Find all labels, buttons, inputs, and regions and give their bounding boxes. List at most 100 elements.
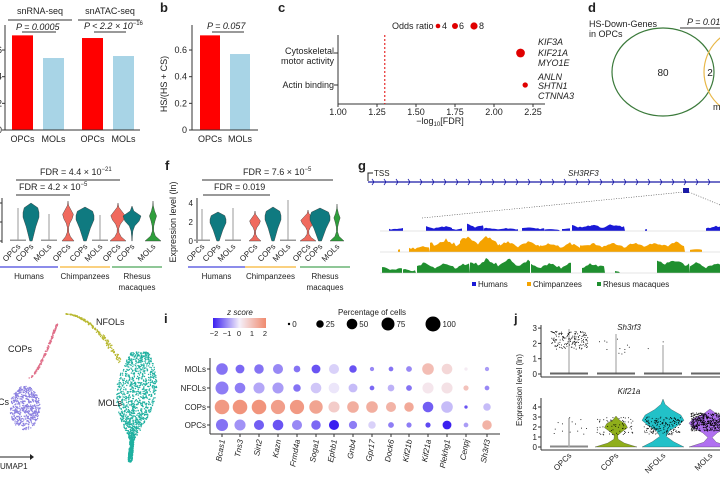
cell-point: [146, 397, 148, 399]
cell-point: [152, 376, 154, 379]
cell-point: [131, 358, 133, 360]
cell-point: [699, 428, 701, 430]
coverage-peak: [690, 249, 702, 252]
bar: [12, 35, 33, 131]
cell-point: [558, 333, 560, 335]
cell-point: [148, 400, 150, 403]
cell-point: [578, 345, 580, 347]
cell-point: [144, 417, 146, 420]
cell-point: [690, 424, 692, 426]
cell-point: [36, 413, 39, 415]
cell-point: [133, 439, 135, 441]
cell-point: [12, 409, 14, 411]
cell-point: [31, 398, 33, 400]
cell-point: [690, 422, 692, 424]
cell-point: [143, 371, 146, 373]
cell-point: [14, 422, 16, 424]
cell-point: [26, 387, 29, 389]
cell-point: [657, 421, 659, 423]
dot: [348, 420, 358, 430]
cell-point: [131, 382, 133, 384]
cell-point: [34, 420, 37, 422]
cell-point: [583, 340, 585, 342]
cell-point: [152, 403, 154, 405]
cell-point: [147, 409, 150, 411]
cell-point: [564, 346, 566, 348]
cell-point: [134, 406, 136, 409]
cell-point: [17, 423, 19, 425]
cell-point: [17, 407, 19, 409]
coverage-peak: [657, 260, 690, 273]
cell-point: [564, 343, 566, 345]
cell-point: [672, 421, 674, 423]
arrow-icon: [30, 454, 34, 460]
cell-point: [554, 428, 556, 430]
cell-point: [568, 338, 570, 340]
dot: [234, 382, 246, 394]
cell-point: [674, 428, 676, 430]
cell-point: [697, 425, 699, 427]
cell-point: [616, 338, 618, 340]
cell-point: [713, 429, 715, 431]
dot: [347, 401, 359, 413]
cell-point: [29, 396, 31, 398]
gene-name: SH3RF3: [568, 169, 599, 178]
cell-point: [575, 348, 577, 350]
size-legend-dot: [346, 318, 358, 330]
cell-point: [145, 391, 147, 394]
cell-point: [625, 431, 627, 433]
cell-point: [138, 351, 140, 353]
cell-point: [621, 353, 623, 355]
cell-point: [124, 409, 126, 412]
cell-point: [699, 425, 701, 427]
cell-point: [154, 397, 156, 399]
cell-point: [29, 400, 32, 403]
cell-point: [119, 413, 122, 415]
cell-point: [106, 344, 108, 346]
cell-point: [125, 409, 127, 411]
y-tick-label: 0: [182, 125, 187, 135]
cell-point: [709, 428, 711, 430]
cell-point: [134, 368, 137, 370]
cell-point: [618, 352, 620, 354]
cell-point: [710, 430, 712, 432]
x-tick-label: MOLs: [32, 242, 53, 263]
cell-point: [699, 414, 701, 416]
size-legend-label: 25: [326, 320, 335, 329]
cell-point: [141, 417, 143, 420]
strand-arrow-icon: [659, 178, 663, 186]
cell-point: [25, 393, 27, 395]
cell-point: [132, 352, 134, 354]
cell-point: [141, 404, 143, 407]
cell-point: [124, 397, 127, 400]
cell-point: [700, 419, 702, 421]
cell-point: [671, 432, 673, 434]
cell-point: [17, 397, 19, 400]
cell-point: [131, 433, 133, 435]
cell-point: [28, 377, 30, 379]
cell-point: [35, 397, 37, 400]
cell-point: [696, 427, 698, 429]
cell-point: [130, 417, 132, 419]
cell-point: [572, 335, 574, 337]
cell-point: [606, 417, 608, 419]
cell-point: [677, 422, 679, 424]
strand-arrow-icon: [539, 178, 543, 186]
cell-point: [126, 424, 128, 426]
term-label: Cytoskeletal: [285, 46, 334, 56]
bar: [200, 35, 220, 131]
group-label: snATAC-seq: [85, 6, 135, 16]
cell-point: [675, 430, 677, 432]
cell-point: [123, 426, 125, 428]
cell-point: [31, 408, 33, 410]
cell-point: [702, 418, 704, 420]
cell-point: [580, 337, 582, 339]
cell-point: [579, 344, 581, 346]
cell-point: [129, 363, 131, 366]
cell-point: [148, 389, 150, 391]
cell-point: [668, 424, 670, 426]
cell-point: [140, 419, 142, 421]
cell-point: [18, 388, 21, 391]
cell-point: [12, 398, 14, 400]
fdr-label: FDR = 4.4 × 10−21: [40, 167, 112, 177]
